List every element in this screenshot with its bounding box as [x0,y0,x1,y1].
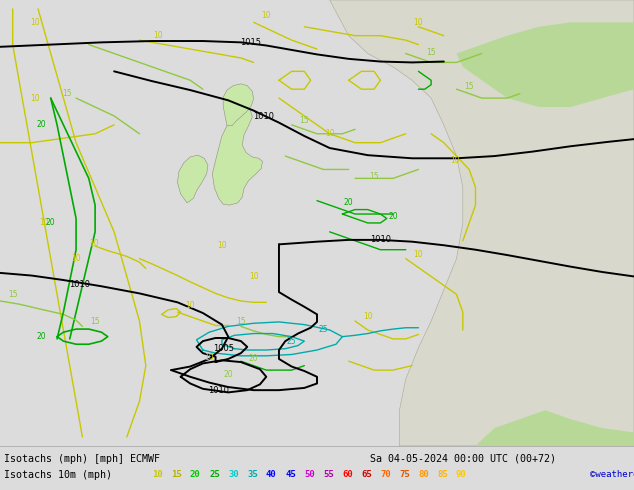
Text: 1010: 1010 [68,280,90,289]
Text: 1015: 1015 [240,38,261,48]
Text: 15: 15 [369,172,379,181]
Text: 10: 10 [39,219,49,227]
Text: 20: 20 [190,470,201,479]
Polygon shape [178,155,208,203]
Text: 65: 65 [361,470,372,479]
Text: 20: 20 [46,219,56,227]
Text: 20: 20 [388,212,398,221]
Text: 10: 10 [249,272,259,281]
Text: 10: 10 [363,312,373,321]
Text: 15: 15 [426,48,436,57]
Text: 25: 25 [209,470,220,479]
Text: 10: 10 [325,129,335,138]
Text: 20: 20 [36,121,46,129]
Text: 10: 10 [413,18,424,27]
Text: 10: 10 [30,18,40,27]
Text: 20: 20 [249,354,259,364]
Text: 1005: 1005 [212,344,234,353]
Text: 15: 15 [90,317,100,325]
Text: 15: 15 [236,318,246,326]
Text: 55: 55 [323,470,333,479]
Text: 30: 30 [228,470,239,479]
Text: 20: 20 [36,332,46,341]
Text: 10: 10 [204,353,214,362]
Text: 10: 10 [185,301,195,310]
Text: 10: 10 [71,254,81,263]
Text: 10: 10 [89,239,99,247]
Polygon shape [330,0,634,446]
Text: 15: 15 [464,82,474,92]
Text: 85: 85 [437,470,448,479]
Polygon shape [212,108,262,205]
Text: Isotachs (mph) [mph] ECMWF: Isotachs (mph) [mph] ECMWF [4,454,160,464]
Text: 1010: 1010 [370,235,391,245]
Text: 90: 90 [456,470,467,479]
Text: ©weatheronline.co.uk: ©weatheronline.co.uk [590,470,634,479]
Text: 10: 10 [153,31,164,40]
Text: 50: 50 [304,470,314,479]
Text: 75: 75 [399,470,410,479]
Text: 25: 25 [287,337,297,345]
Text: 15: 15 [299,116,309,125]
Text: 15: 15 [171,470,182,479]
Text: 10: 10 [217,241,227,250]
Text: 25: 25 [318,325,328,335]
Text: 1010: 1010 [208,386,230,394]
Text: 10: 10 [413,250,424,259]
Text: 70: 70 [380,470,391,479]
Text: 35: 35 [247,470,258,479]
Text: Isotachs 10m (mph): Isotachs 10m (mph) [4,470,112,480]
Text: 10: 10 [450,156,460,165]
Polygon shape [476,410,634,446]
Text: 45: 45 [285,470,295,479]
Text: 10: 10 [30,94,40,102]
Text: 10: 10 [261,11,271,20]
Polygon shape [456,22,634,107]
Text: 60: 60 [342,470,353,479]
Polygon shape [223,84,254,126]
Text: 20: 20 [344,198,354,207]
Text: 80: 80 [418,470,429,479]
Text: 15: 15 [8,290,18,299]
Text: 20: 20 [223,370,233,379]
Text: Sa 04-05-2024 00:00 UTC (00+72): Sa 04-05-2024 00:00 UTC (00+72) [370,454,556,464]
Text: 15: 15 [61,89,72,98]
Text: 40: 40 [266,470,277,479]
Text: 10: 10 [152,470,163,479]
Text: 1010: 1010 [252,112,274,122]
